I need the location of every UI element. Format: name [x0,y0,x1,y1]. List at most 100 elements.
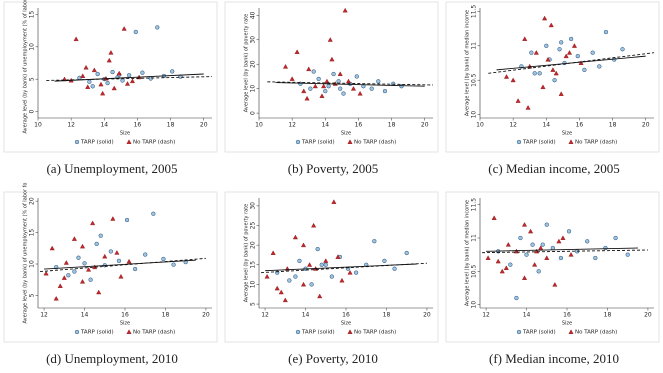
marker-circle [95,71,100,77]
fit-line [482,249,648,254]
legend-label: TARP (solid) [80,330,114,336]
x-tick-label: 14 [523,312,531,319]
marker-circle [161,256,166,262]
marker-triangle [568,139,574,144]
marker-triangle [311,222,317,228]
marker-triangle [571,43,577,48]
marker-circle [110,69,115,75]
x-tick-label: 18 [167,122,175,129]
x-tick-label: 16 [342,312,350,319]
marker-circle [315,246,320,252]
x-tick-label: 12 [67,122,75,129]
marker-circle [354,74,359,79]
x-tick-label: 14 [100,122,108,129]
marker-triangle [568,252,574,257]
legend-label: No TARP (dash) [133,330,175,336]
marker-triangle [110,216,116,221]
y-tick-label: 20 [29,197,36,205]
marker-triangle [552,282,558,287]
panel-frame [224,191,439,343]
marker-triangle [339,277,345,283]
marker-triangle [495,258,501,264]
x-tick-label: 14 [321,122,329,129]
marker-circle [558,255,564,261]
y-tick-label: 15 [250,261,257,269]
marker-triangle [304,95,310,101]
marker-circle [382,88,388,94]
marker-triangle [540,84,546,90]
marker-triangle [79,278,86,284]
marker-circle [140,70,145,75]
marker-triangle [324,78,330,84]
marker-triangle [542,15,548,21]
y-tick-label: 20 [250,241,257,249]
marker-triangle [503,265,509,270]
marker-circle [90,84,95,89]
marker-circle [309,282,314,287]
marker-circle [516,329,522,335]
marker-circle [603,29,609,35]
legend-label: TARP (solid) [80,140,114,146]
y-tick-label: 5 [29,77,36,81]
marker-circle [293,274,298,279]
marker-triangle [300,281,307,287]
x-tick-label: 20 [421,122,429,129]
marker-triangle [550,67,556,72]
marker-circle [295,329,301,335]
marker-triangle [91,67,97,73]
marker-circle [597,64,602,69]
marker-triangle [521,222,528,227]
marker-circle [585,239,590,244]
fit-line [46,76,213,81]
x-tick-label: 20 [200,122,208,129]
marker-triangle [61,275,67,280]
fit-line [260,262,427,274]
y-tick-label: 10.5 [471,73,478,87]
marker-circle [108,249,113,254]
y-tick-label: 40 [250,11,257,19]
marker-circle [518,235,523,241]
panel-caption: (a) Unemployment, 2005 [46,161,177,176]
x-tick-label: 20 [202,312,210,319]
panel-frame [445,191,660,343]
x-tick-label: 18 [604,312,612,319]
marker-triangle [79,243,86,249]
marker-triangle [63,260,69,265]
marker-triangle [331,199,337,204]
marker-triangle [129,78,135,84]
marker-circle [133,29,138,35]
marker-circle [151,211,156,216]
marker-circle [620,47,625,52]
fit-line [54,73,204,82]
marker-circle [544,222,549,227]
marker-circle [74,139,80,145]
legend-label: TARP (solid) [522,140,556,146]
y-tick-label: 15 [29,10,36,18]
marker-circle [116,258,122,264]
marker-circle [287,278,292,283]
marker-circle [297,258,302,264]
x-axis-label: Size [562,321,572,327]
marker-circle [82,261,87,266]
y-tick-label: 10.5 [471,264,478,278]
marker-triangle [85,84,91,89]
marker-triangle [556,238,562,244]
x-axis-label: Size [120,321,130,327]
marker-triangle [306,66,312,72]
marker-triangle [118,273,124,279]
marker-circle [369,86,374,91]
y-tick-label: 11.5 [471,5,478,19]
y-axis-label: Average level (by bank) of median income [465,200,471,306]
marker-circle [382,258,387,264]
marker-triangle [282,64,289,69]
y-tick-label: 30 [250,36,257,44]
marker-circle [323,262,328,267]
marker-circle [376,79,381,84]
marker-triangle [53,295,59,301]
marker-triangle [342,7,348,13]
x-tick-label: 18 [162,312,170,319]
marker-triangle [108,50,114,55]
marker-circle [120,78,125,83]
marker-triangle [43,270,49,276]
marker-circle [87,79,92,84]
